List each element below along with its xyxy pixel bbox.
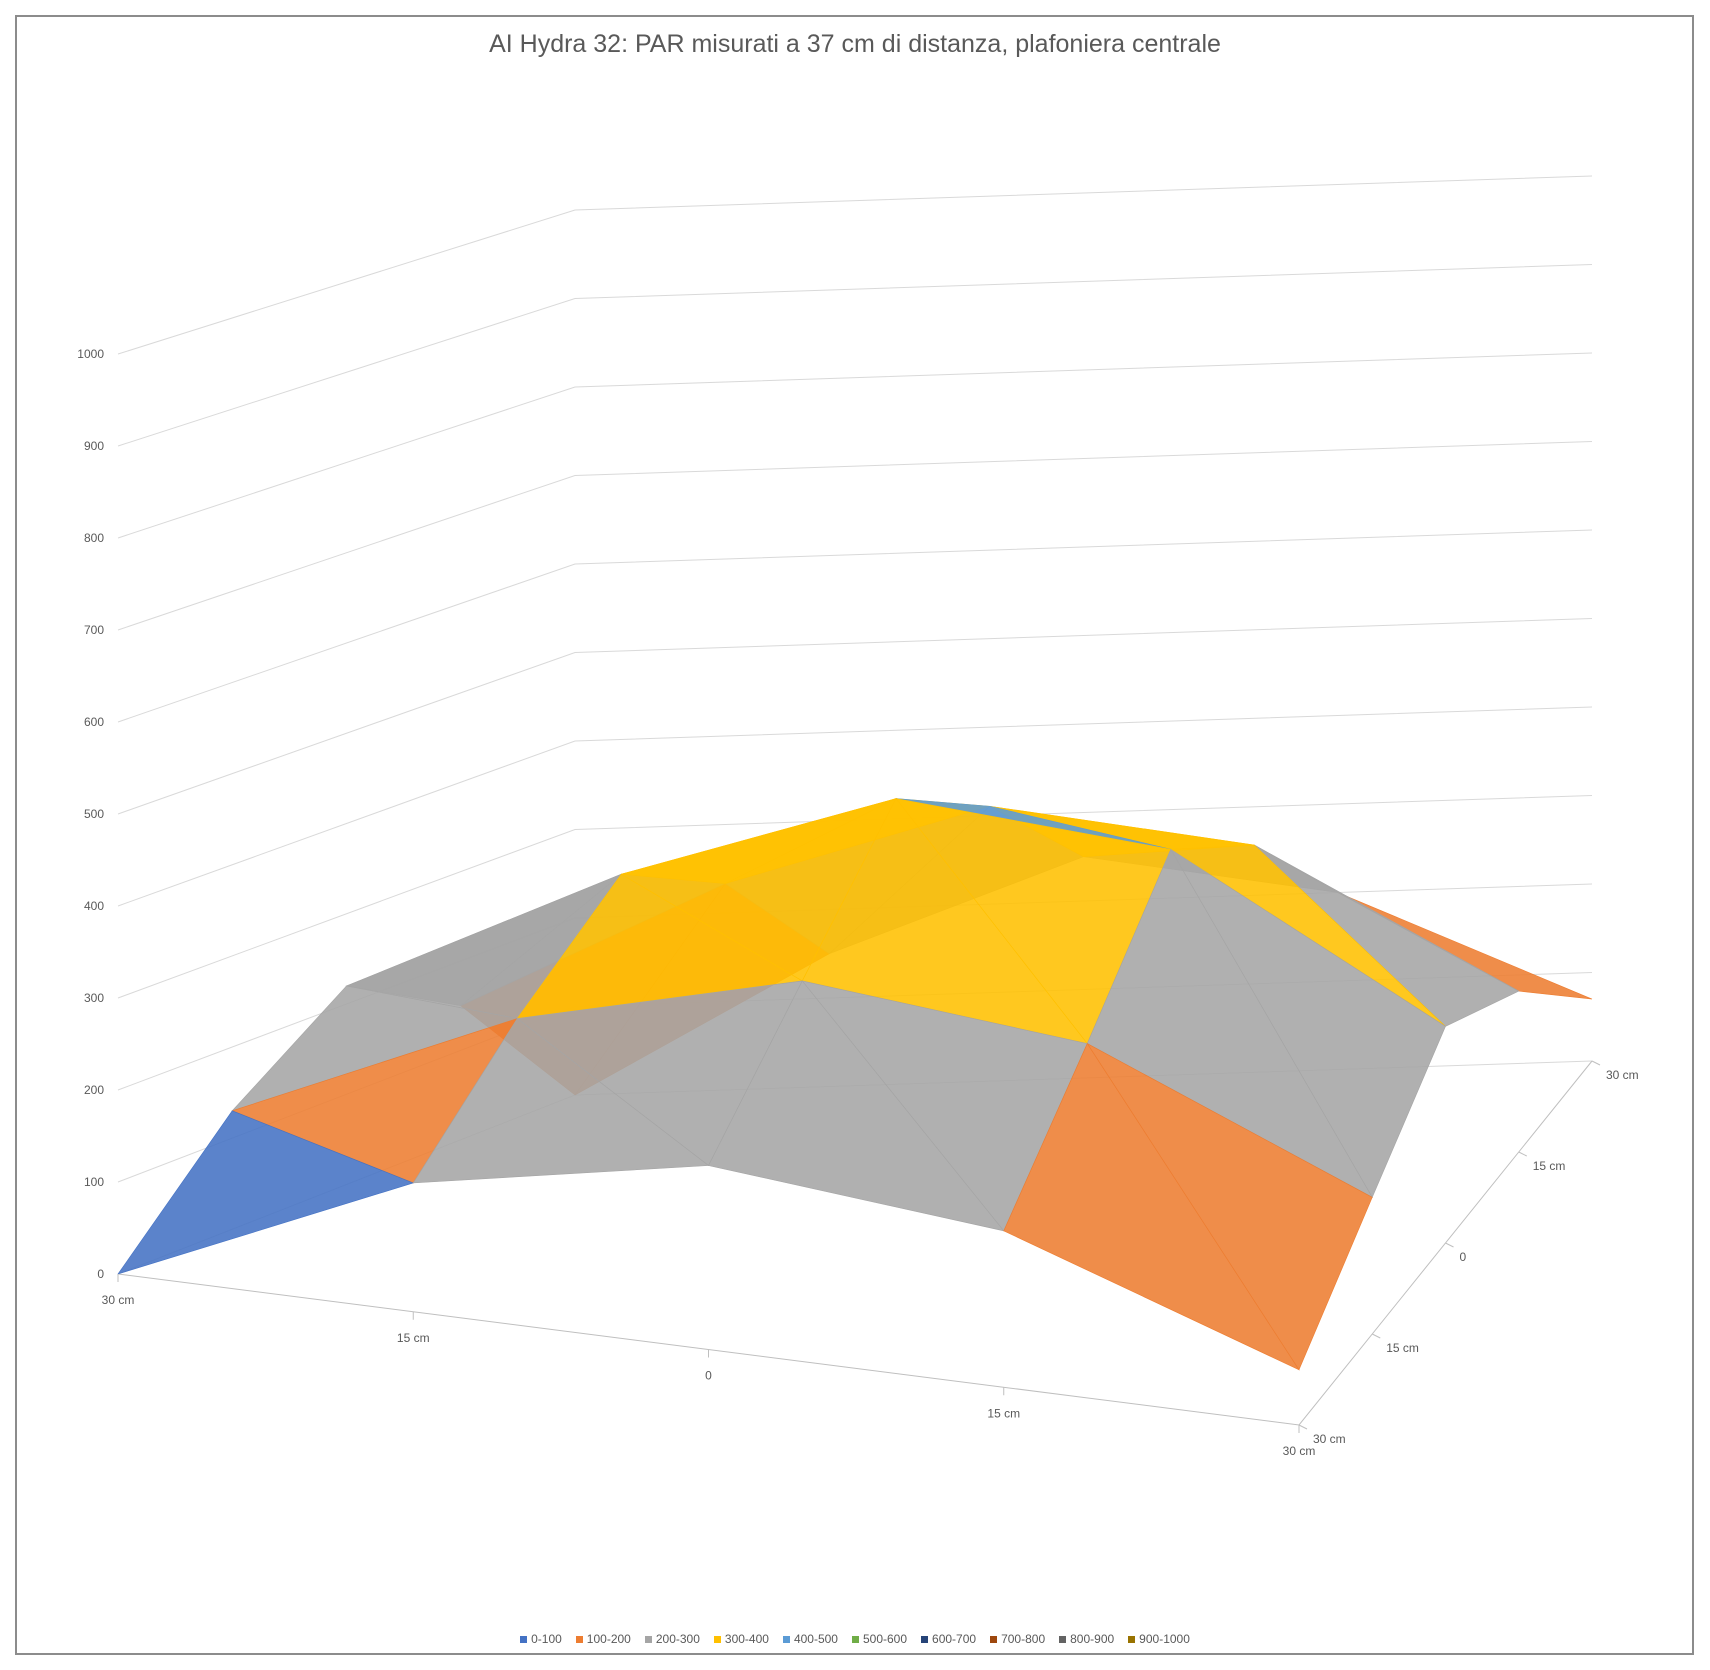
x-tick-label: 0 bbox=[705, 1369, 712, 1383]
x-tick-label: 15 cm bbox=[397, 1331, 430, 1345]
z-tick-label: 500 bbox=[84, 807, 104, 821]
y-tick-label: 15 cm bbox=[1533, 1159, 1566, 1173]
z-gridline bbox=[117, 175, 1593, 355]
z-tick-label: 700 bbox=[84, 623, 104, 637]
chart-title: AI Hydra 32: PAR misurati a 37 cm di dis… bbox=[489, 30, 1221, 58]
legend-label: 900-1000 bbox=[1139, 1632, 1190, 1646]
legend-label: 800-900 bbox=[1070, 1632, 1115, 1646]
legend-label: 200-300 bbox=[655, 1632, 700, 1646]
legend-item: 0-100 bbox=[520, 1632, 562, 1646]
legend-swatch bbox=[1128, 1635, 1136, 1643]
surface-facet bbox=[412, 1018, 710, 1184]
y-tick-mark bbox=[1372, 1333, 1381, 1339]
y-tick-mark bbox=[1298, 1424, 1308, 1430]
legend-label: 500-600 bbox=[862, 1632, 908, 1646]
z-gridline bbox=[117, 441, 1593, 631]
surface-facet bbox=[117, 1110, 415, 1275]
legend-item: 200-300 bbox=[644, 1632, 700, 1646]
z-gridline bbox=[117, 264, 1593, 447]
legend-item: 600-700 bbox=[921, 1632, 976, 1646]
z-gridline bbox=[117, 529, 1593, 723]
legend-swatch bbox=[575, 1635, 583, 1643]
surface-facet bbox=[708, 980, 1005, 1232]
z-tick-label: 100 bbox=[84, 1175, 104, 1189]
legend-swatch bbox=[921, 1635, 929, 1643]
legend-label: 400-500 bbox=[793, 1632, 838, 1646]
y-tick-label: 30 cm bbox=[1606, 1068, 1639, 1082]
y-tick-label: 0 bbox=[1460, 1250, 1467, 1264]
surface-facet bbox=[1003, 1042, 1300, 1371]
z-tick-label: 200 bbox=[84, 1083, 104, 1097]
x-tick-label: 30 cm bbox=[1283, 1444, 1316, 1458]
legend-label: 100-200 bbox=[586, 1632, 631, 1646]
z-gridline bbox=[117, 795, 1593, 999]
legend-item: 900-1000 bbox=[1128, 1632, 1190, 1646]
legend-item: 100-200 bbox=[575, 1632, 631, 1646]
y-tick-mark bbox=[1591, 1060, 1601, 1066]
chart-legend: 0-100 100-200 200-300 300-400 400-500 500-600… bbox=[0, 1630, 1710, 1648]
legend-swatch bbox=[713, 1635, 721, 1643]
legend-item: 300-400 bbox=[713, 1632, 769, 1646]
legend-swatch bbox=[851, 1635, 859, 1643]
z-tick-label: 800 bbox=[84, 531, 104, 545]
y-tick-label: 15 cm bbox=[1386, 1341, 1419, 1355]
y-tick-mark bbox=[1445, 1242, 1454, 1248]
x-tick-label: 30 cm bbox=[102, 1293, 135, 1307]
legend-label: 700-800 bbox=[1001, 1632, 1046, 1646]
x-tick-label: 15 cm bbox=[987, 1406, 1020, 1420]
z-tick-label: 600 bbox=[84, 715, 104, 729]
legend-label: 600-700 bbox=[932, 1632, 977, 1646]
z-tick-label: 300 bbox=[84, 991, 104, 1005]
z-gridline bbox=[117, 618, 1593, 815]
legend-swatch bbox=[1059, 1635, 1067, 1643]
z-tick-label: 900 bbox=[84, 439, 104, 453]
legend-label: 300-400 bbox=[724, 1632, 769, 1646]
legend-item: 800-900 bbox=[1059, 1632, 1114, 1646]
legend-swatch bbox=[782, 1635, 790, 1643]
legend-item: 400-500 bbox=[782, 1632, 838, 1646]
legend-label: 0-100 bbox=[531, 1632, 562, 1646]
y-tick-mark bbox=[1518, 1151, 1527, 1157]
z-tick-label: 1000 bbox=[77, 347, 104, 361]
legend-swatch bbox=[520, 1635, 528, 1643]
legend-item: 700-800 bbox=[990, 1632, 1045, 1646]
z-gridline bbox=[117, 706, 1593, 907]
y-tick-label: 30 cm bbox=[1313, 1432, 1346, 1446]
legend-swatch bbox=[990, 1635, 998, 1643]
legend-item: 500-600 bbox=[851, 1632, 908, 1646]
legend-swatch bbox=[644, 1635, 652, 1643]
z-tick-label: 0 bbox=[97, 1267, 104, 1281]
z-tick-label: 400 bbox=[84, 899, 104, 913]
z-gridline bbox=[117, 352, 1593, 539]
